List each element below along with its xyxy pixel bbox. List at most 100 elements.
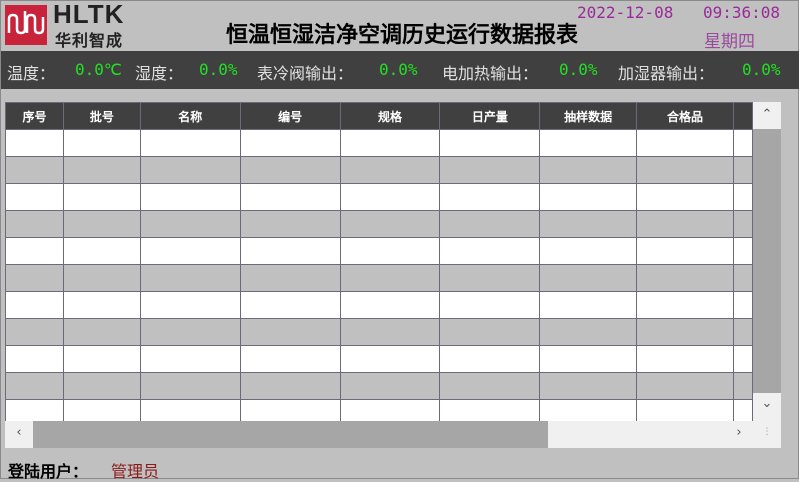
column-header-spec[interactable]: 规格 xyxy=(339,102,441,130)
table-row[interactable] xyxy=(5,129,753,157)
table-cell[interactable] xyxy=(339,183,441,211)
table-cell[interactable] xyxy=(732,156,753,184)
table-cell[interactable] xyxy=(139,345,241,373)
table-cell[interactable] xyxy=(636,129,734,157)
table-cell[interactable] xyxy=(439,183,541,211)
table-row[interactable] xyxy=(5,318,753,346)
table-row[interactable] xyxy=(5,210,753,238)
table-cell[interactable] xyxy=(139,318,241,346)
table-cell[interactable] xyxy=(5,318,64,346)
table-cell[interactable] xyxy=(732,372,753,400)
column-header-qualified[interactable]: 合格品 xyxy=(636,102,734,130)
vertical-scroll-thumb[interactable] xyxy=(753,129,781,393)
horizontal-scrollbar[interactable]: ‹ › ⋮ xyxy=(5,421,781,448)
data-table[interactable]: 序号 批号 名称 编号 规格 日产量 抽样数据 合格品 xyxy=(5,102,753,421)
table-cell[interactable] xyxy=(339,291,441,319)
table-cell[interactable] xyxy=(439,372,541,400)
table-row[interactable] xyxy=(5,372,753,400)
table-cell[interactable] xyxy=(732,210,753,238)
table-cell[interactable] xyxy=(339,345,441,373)
table-cell[interactable] xyxy=(732,183,753,211)
table-cell[interactable] xyxy=(636,345,734,373)
table-cell[interactable] xyxy=(139,264,241,292)
table-cell[interactable] xyxy=(62,372,141,400)
table-cell[interactable] xyxy=(62,318,141,346)
table-cell[interactable] xyxy=(5,129,64,157)
table-cell[interactable] xyxy=(139,399,241,421)
table-cell[interactable] xyxy=(139,372,241,400)
table-cell[interactable] xyxy=(539,372,638,400)
table-cell[interactable] xyxy=(539,183,638,211)
table-cell[interactable] xyxy=(239,291,341,319)
table-cell[interactable] xyxy=(239,237,341,265)
table-cell[interactable] xyxy=(239,399,341,421)
table-cell[interactable] xyxy=(239,318,341,346)
table-cell[interactable] xyxy=(439,237,541,265)
table-cell[interactable] xyxy=(539,264,638,292)
column-header-daily-output[interactable]: 日产量 xyxy=(439,102,541,130)
table-cell[interactable] xyxy=(339,210,441,238)
horizontal-scroll-thumb[interactable] xyxy=(33,421,548,448)
table-cell[interactable] xyxy=(636,291,734,319)
column-header-name[interactable]: 名称 xyxy=(139,102,241,130)
table-cell[interactable] xyxy=(62,264,141,292)
column-header-index[interactable]: 序号 xyxy=(5,102,64,130)
table-cell[interactable] xyxy=(439,345,541,373)
table-cell[interactable] xyxy=(339,237,441,265)
table-cell[interactable] xyxy=(539,210,638,238)
table-cell[interactable] xyxy=(5,156,64,184)
table-cell[interactable] xyxy=(339,156,441,184)
vertical-scrollbar[interactable]: ⌃ ⌄ xyxy=(753,102,781,421)
table-cell[interactable] xyxy=(636,264,734,292)
table-cell[interactable] xyxy=(636,372,734,400)
table-row[interactable] xyxy=(5,264,753,292)
table-cell[interactable] xyxy=(62,345,141,373)
table-cell[interactable] xyxy=(239,129,341,157)
table-cell[interactable] xyxy=(636,237,734,265)
table-cell[interactable] xyxy=(239,210,341,238)
table-cell[interactable] xyxy=(62,129,141,157)
table-cell[interactable] xyxy=(62,399,141,421)
scroll-left-icon[interactable]: ‹ xyxy=(16,425,22,440)
table-cell[interactable] xyxy=(539,345,638,373)
table-cell[interactable] xyxy=(732,345,753,373)
table-cell[interactable] xyxy=(339,264,441,292)
table-cell[interactable] xyxy=(139,210,241,238)
table-cell[interactable] xyxy=(732,264,753,292)
table-cell[interactable] xyxy=(732,399,753,421)
column-header-sample-data[interactable]: 抽样数据 xyxy=(539,102,638,130)
table-row[interactable] xyxy=(5,291,753,319)
column-header-batch[interactable]: 批号 xyxy=(62,102,141,130)
table-cell[interactable] xyxy=(539,291,638,319)
table-cell[interactable] xyxy=(439,156,541,184)
table-cell[interactable] xyxy=(339,372,441,400)
table-cell[interactable] xyxy=(62,156,141,184)
table-cell[interactable] xyxy=(239,183,341,211)
table-cell[interactable] xyxy=(239,264,341,292)
table-cell[interactable] xyxy=(732,129,753,157)
table-cell[interactable] xyxy=(539,318,638,346)
table-cell[interactable] xyxy=(732,291,753,319)
table-row[interactable] xyxy=(5,237,753,265)
scroll-down-icon[interactable]: ⌄ xyxy=(761,396,773,411)
table-row[interactable] xyxy=(5,183,753,211)
table-cell[interactable] xyxy=(239,372,341,400)
table-cell[interactable] xyxy=(139,129,241,157)
table-cell[interactable] xyxy=(539,129,638,157)
table-cell[interactable] xyxy=(139,291,241,319)
table-cell[interactable] xyxy=(5,372,64,400)
table-cell[interactable] xyxy=(636,156,734,184)
scroll-right-icon[interactable]: › xyxy=(736,425,742,440)
table-cell[interactable] xyxy=(539,156,638,184)
table-cell[interactable] xyxy=(62,183,141,211)
table-cell[interactable] xyxy=(439,318,541,346)
table-cell[interactable] xyxy=(5,399,64,421)
table-cell[interactable] xyxy=(539,237,638,265)
table-cell[interactable] xyxy=(636,183,734,211)
column-header-code[interactable]: 编号 xyxy=(239,102,341,130)
table-cell[interactable] xyxy=(5,237,64,265)
table-cell[interactable] xyxy=(636,318,734,346)
table-cell[interactable] xyxy=(62,291,141,319)
table-cell[interactable] xyxy=(5,183,64,211)
table-cell[interactable] xyxy=(139,183,241,211)
